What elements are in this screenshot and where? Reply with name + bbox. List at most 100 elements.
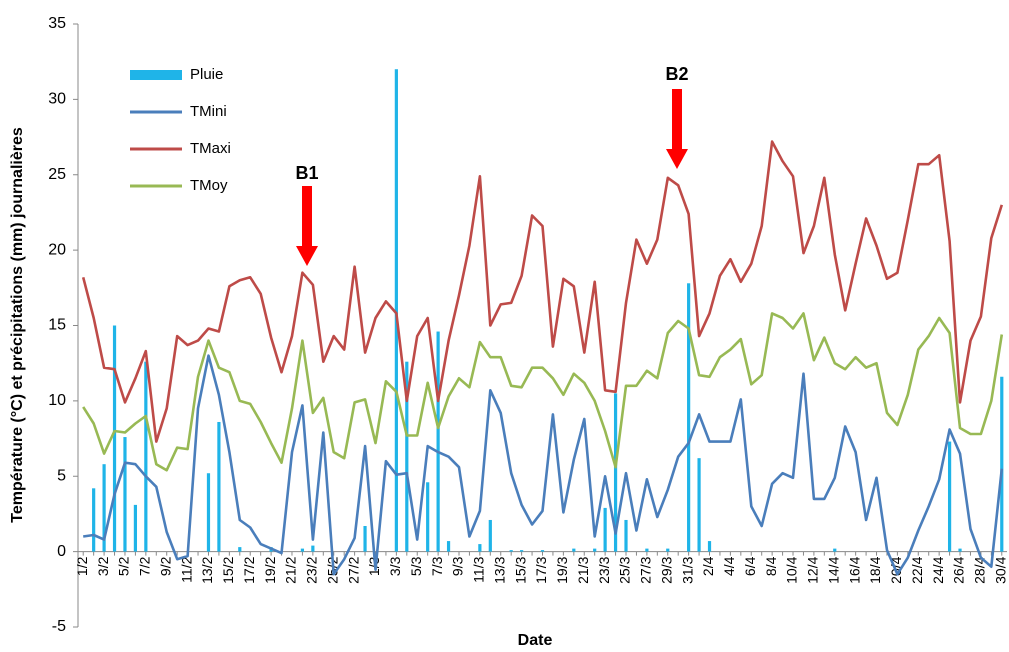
x-tick-label: 28/4 xyxy=(972,556,988,583)
annotation: B1 xyxy=(295,163,318,183)
y-tick-label: 10 xyxy=(48,392,66,409)
x-tick-label: 6/4 xyxy=(742,556,758,576)
bar xyxy=(394,69,398,552)
bar xyxy=(707,541,712,552)
bar xyxy=(520,550,524,552)
bar xyxy=(405,361,409,552)
bar xyxy=(478,544,482,552)
bar xyxy=(603,507,607,552)
bar xyxy=(947,441,952,552)
bar xyxy=(123,437,127,552)
bar xyxy=(958,548,962,552)
x-tick-label: 19/3 xyxy=(554,556,570,583)
x-tick-label: 31/3 xyxy=(679,556,695,583)
bar xyxy=(206,473,211,552)
x-tick-label: 5/2 xyxy=(116,556,132,576)
x-tick-label: 2/4 xyxy=(700,556,716,576)
bar xyxy=(144,361,148,552)
bar xyxy=(133,504,138,552)
bar xyxy=(238,547,242,552)
bar xyxy=(102,464,106,552)
bar xyxy=(540,550,545,552)
x-tick-label: 10/4 xyxy=(784,556,800,583)
x-tick-label: 26/4 xyxy=(951,556,967,583)
bar xyxy=(300,548,305,552)
line xyxy=(83,354,1004,576)
annotation: B2 xyxy=(665,64,688,84)
x-tick-label: 7/2 xyxy=(137,556,153,576)
x-tick-label: 1/2 xyxy=(74,556,90,576)
legend-label: TMoy xyxy=(190,177,228,194)
x-tick-label: 27/2 xyxy=(345,556,361,583)
bar xyxy=(426,482,430,552)
y-tick-label: 15 xyxy=(48,317,66,334)
bar xyxy=(833,548,837,552)
bar xyxy=(509,550,513,552)
y-tick-label: 20 xyxy=(48,241,66,258)
bar xyxy=(311,545,315,552)
bar xyxy=(624,519,628,552)
bar xyxy=(363,525,367,552)
annotation-arrow-head xyxy=(296,246,318,266)
bar xyxy=(436,331,440,552)
x-tick-label: 21/2 xyxy=(283,556,299,583)
x-tick-label: 5/3 xyxy=(408,556,424,576)
x-tick-label: 3/2 xyxy=(95,556,111,576)
x-tick-label: 15/2 xyxy=(220,556,236,583)
bar xyxy=(112,325,117,552)
x-tick-label: 29/3 xyxy=(658,556,674,583)
x-tick-label: 23/3 xyxy=(596,556,612,583)
x-tick-label: 7/3 xyxy=(429,556,445,576)
line xyxy=(82,312,1004,472)
x-tick-label: 17/2 xyxy=(241,556,257,583)
x-tick-label: 14/4 xyxy=(825,556,841,583)
y-tick-label: 30 xyxy=(48,91,66,108)
legend-swatch xyxy=(130,70,182,80)
y-tick-label: 0 xyxy=(57,543,66,560)
x-axis-title: Date xyxy=(518,632,553,649)
x-tick-label: 12/4 xyxy=(805,556,821,583)
y-tick-label: 35 xyxy=(48,15,66,32)
x-tick-label: 19/2 xyxy=(262,556,278,583)
legend-label: Pluie xyxy=(190,66,223,83)
bar xyxy=(92,488,96,552)
bar xyxy=(1000,376,1004,552)
annotation-arrow xyxy=(302,186,312,248)
y-tick-label: 25 xyxy=(48,166,66,183)
bar xyxy=(645,548,649,552)
x-tick-label: 21/3 xyxy=(575,556,591,583)
legend-label: TMaxi xyxy=(190,140,231,157)
x-tick-label: 4/4 xyxy=(721,556,737,576)
x-tick-label: 22/4 xyxy=(909,556,925,583)
x-tick-label: 8/4 xyxy=(763,556,779,576)
y-axis-title: Température (°C) et précipitations (mm) … xyxy=(9,127,26,523)
x-tick-label: 13/3 xyxy=(491,556,507,583)
x-tick-label: 17/3 xyxy=(533,556,549,583)
annotation-arrow xyxy=(672,89,682,151)
annotation-arrow-head xyxy=(666,149,688,169)
x-tick-label: 11/3 xyxy=(471,556,487,582)
bar xyxy=(572,548,576,552)
legend-label: TMini xyxy=(190,103,227,120)
x-tick-label: 30/4 xyxy=(992,556,1008,583)
x-tick-label: 15/3 xyxy=(512,556,528,583)
bar xyxy=(697,458,701,552)
y-tick-label: 5 xyxy=(57,467,66,484)
bar xyxy=(488,519,492,552)
x-tick-label: 9/2 xyxy=(157,556,173,576)
x-tick-label: 9/3 xyxy=(450,556,466,576)
x-tick-label: 24/4 xyxy=(930,556,946,583)
bar xyxy=(217,421,221,552)
x-tick-label: 11/2 xyxy=(178,556,194,582)
x-tick-label: 25/3 xyxy=(617,556,633,583)
x-tick-label: 3/3 xyxy=(387,556,403,576)
bar xyxy=(613,393,618,552)
bar xyxy=(446,541,451,552)
x-tick-label: 23/2 xyxy=(304,556,320,583)
y-tick-label: -5 xyxy=(52,618,66,635)
line xyxy=(81,140,1004,443)
x-tick-label: 13/2 xyxy=(199,556,215,583)
x-tick-label: 27/3 xyxy=(638,556,654,583)
bar xyxy=(666,548,670,552)
